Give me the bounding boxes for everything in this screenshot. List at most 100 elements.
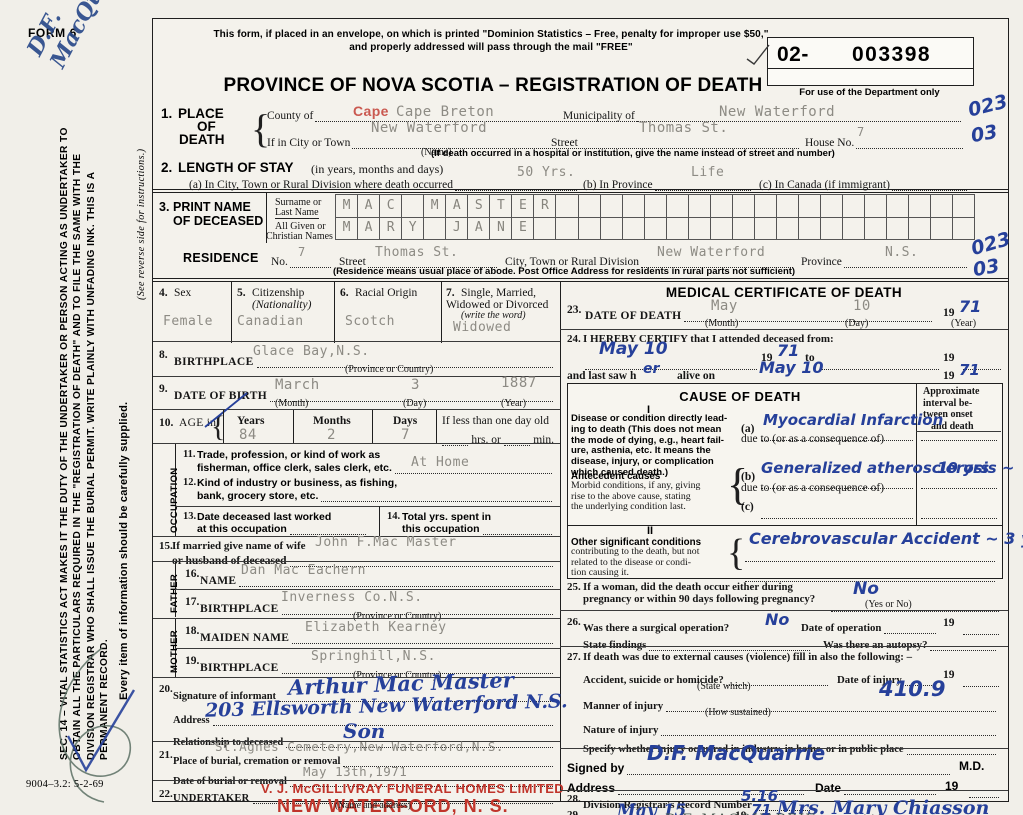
name-grid-cell[interactable] (424, 217, 447, 239)
residence-no-input[interactable] (289, 253, 331, 268)
attended-to-input[interactable] (821, 355, 939, 370)
name-grid-cell[interactable] (556, 217, 579, 239)
name-grid-cell[interactable] (623, 195, 645, 217)
name-grid-cell[interactable] (755, 195, 777, 217)
father-name-input[interactable] (239, 572, 553, 587)
date-of-death-input[interactable] (684, 307, 932, 322)
informant-signature-input[interactable] (279, 687, 553, 702)
name-grid-cell[interactable] (733, 195, 755, 217)
age-hrs-input[interactable] (442, 431, 469, 446)
name-grid-cell[interactable]: E (512, 195, 535, 217)
name-grid-cell[interactable] (579, 217, 601, 239)
attended-from-input[interactable] (585, 355, 757, 370)
pregnancy-input[interactable] (831, 597, 999, 612)
informant-address-input[interactable] (212, 711, 553, 726)
name-grid-cell[interactable] (953, 217, 976, 239)
undertaker-input[interactable] (252, 789, 553, 804)
name-grid-cell[interactable] (865, 195, 888, 217)
house-number-input[interactable] (856, 134, 963, 149)
name-grid-cell[interactable] (799, 217, 822, 239)
cause-c-interval-input[interactable] (921, 504, 997, 519)
burial-place-input[interactable] (343, 752, 553, 767)
mother-birthplace-input[interactable] (281, 659, 553, 674)
cause-b-input[interactable] (761, 474, 913, 489)
name-grid-cell[interactable] (711, 195, 733, 217)
doctor-date-year-input[interactable] (969, 783, 999, 798)
injury-place-input[interactable] (906, 740, 996, 755)
name-grid-cell[interactable] (579, 195, 601, 217)
injury-date-input[interactable] (904, 671, 936, 686)
signed-by-input[interactable] (627, 760, 950, 775)
state-findings-input[interactable] (649, 636, 810, 651)
name-grid-cell[interactable] (534, 217, 557, 239)
name-grid-cell[interactable]: J (446, 217, 469, 239)
name-grid-cell[interactable] (843, 195, 866, 217)
name-grid-cell[interactable] (909, 217, 932, 239)
age-min-input[interactable] (503, 431, 531, 446)
birthplace-input[interactable] (256, 353, 553, 368)
doctor-date-input[interactable] (844, 780, 936, 795)
name-grid-cell[interactable] (623, 217, 645, 239)
name-grid-cell[interactable]: A (358, 217, 381, 239)
name-grid-cell[interactable] (887, 217, 910, 239)
name-grid-cell[interactable] (953, 195, 976, 217)
name-grid-cell[interactable] (931, 195, 954, 217)
city-input[interactable] (352, 134, 617, 149)
name-grid-cell[interactable] (645, 217, 667, 239)
spouse-name-input[interactable] (289, 552, 553, 567)
name-grid-cell[interactable]: M (424, 195, 447, 217)
name-grid-cell[interactable] (556, 195, 579, 217)
residence-street-input[interactable] (367, 253, 497, 268)
name-grid-cell[interactable] (777, 195, 799, 217)
name-grid-cell[interactable] (887, 195, 910, 217)
operation-date-input[interactable] (884, 619, 936, 634)
accident-input[interactable] (726, 671, 828, 686)
name-grid-cell[interactable] (909, 195, 932, 217)
name-grid-cell[interactable] (821, 217, 844, 239)
name-grid-cell[interactable]: M (336, 195, 359, 217)
item-12-input[interactable] (321, 492, 552, 502)
name-grid-cell[interactable]: R (380, 217, 403, 239)
residence-city-input[interactable] (641, 253, 793, 268)
residence-province-input[interactable] (843, 253, 967, 268)
name-grid-cell[interactable]: E (512, 217, 535, 239)
name-grid-cell[interactable]: S (468, 195, 491, 217)
attended-to-year-input[interactable] (963, 355, 1001, 370)
name-grid-cell[interactable] (689, 217, 711, 239)
name-grid-cell[interactable]: M (336, 217, 359, 239)
cause-a-input[interactable] (761, 426, 913, 441)
name-grid-cell[interactable]: C (380, 195, 403, 217)
father-birthplace-input[interactable] (281, 600, 553, 615)
name-grid-cell[interactable] (821, 195, 844, 217)
name-grid-cell[interactable] (931, 217, 954, 239)
name-grid-cell[interactable] (777, 217, 799, 239)
name-grid-cell[interactable] (667, 195, 689, 217)
name-grid-cell[interactable]: N (490, 217, 513, 239)
name-grid-cell[interactable] (711, 217, 733, 239)
operation-year-input[interactable] (963, 620, 999, 635)
nature-of-injury-input[interactable] (661, 721, 996, 736)
date-of-birth-input[interactable] (269, 387, 553, 402)
name-grid-cell[interactable] (601, 217, 623, 239)
manner-of-injury-input[interactable] (666, 697, 996, 712)
informant-relationship-input[interactable] (286, 733, 553, 748)
name-grid-cell[interactable] (667, 217, 689, 239)
name-grid-cell[interactable] (843, 217, 866, 239)
item-13-input[interactable] (289, 525, 366, 535)
name-grid-cell[interactable]: Y (402, 217, 425, 239)
name-grid-cell[interactable]: R (534, 195, 557, 217)
municipality-input[interactable] (636, 107, 961, 122)
cause-b-interval-input[interactable] (921, 474, 997, 489)
cause-c-input[interactable] (761, 504, 913, 519)
doctor-address-input[interactable] (618, 780, 804, 795)
burial-date-input[interactable] (289, 772, 553, 787)
name-grid-cell[interactable] (865, 217, 888, 239)
item-14-input[interactable] (482, 525, 552, 535)
mother-maiden-name-input[interactable] (292, 629, 553, 644)
name-grid-cell[interactable] (733, 217, 755, 239)
name-grid-cell[interactable] (645, 195, 667, 217)
other-conditions-input-2[interactable] (745, 567, 995, 582)
name-grid-cell[interactable] (755, 217, 777, 239)
